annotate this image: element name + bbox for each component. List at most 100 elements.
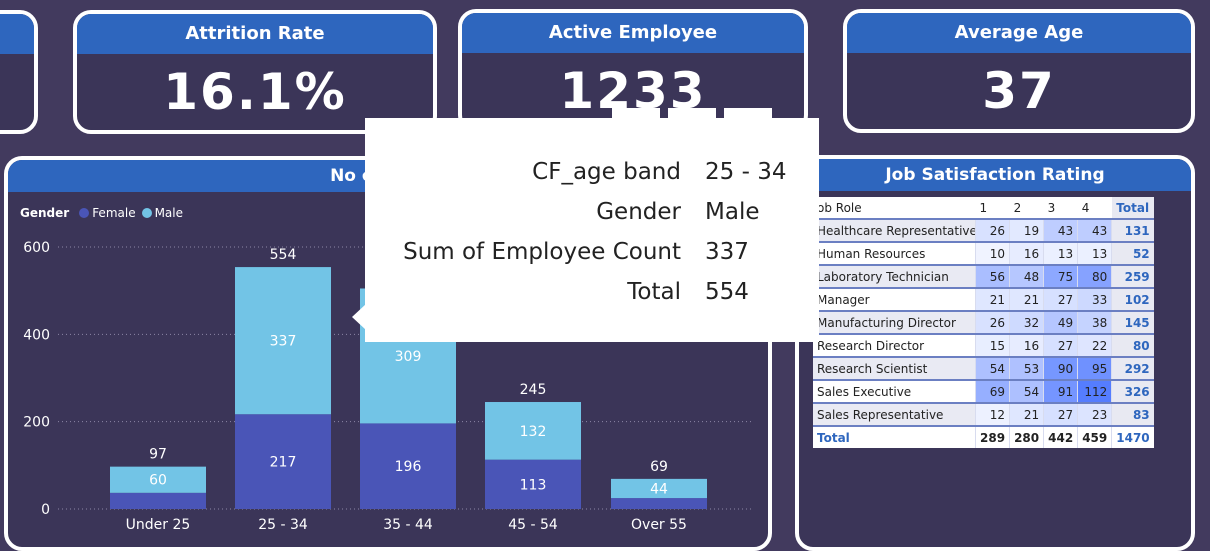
- table-cell-value: 69: [974, 380, 1010, 404]
- y-tick-label: 600: [23, 240, 50, 256]
- kpi-card-partial[interactable]: [0, 10, 38, 134]
- bar-label-male: 337: [270, 334, 297, 350]
- legend-dot-female: [79, 208, 90, 218]
- bar-label-male: 132: [520, 424, 547, 440]
- tooltip-row: Gender Male: [365, 196, 819, 228]
- table-total-label: Total: [813, 425, 976, 448]
- tooltip-tab: [724, 108, 772, 118]
- kpi-card-average-age[interactable]: Average Age 37: [843, 9, 1195, 133]
- table-cell-value: 27: [1043, 288, 1078, 312]
- x-tick-label: 25 - 34: [258, 517, 308, 533]
- table-cell-value: 16: [1009, 242, 1044, 266]
- table-cell-value: 16: [1009, 334, 1044, 358]
- tooltip-value: Male: [705, 199, 760, 225]
- x-tick-label: 45 - 54: [508, 517, 558, 533]
- table-cell-value: 91: [1043, 380, 1078, 404]
- bar-label-female: 217: [270, 455, 297, 471]
- table-total-grand: 1470: [1111, 425, 1154, 448]
- tooltip-label: CF_age band: [532, 159, 681, 185]
- table-cell-value: 75: [1043, 265, 1078, 289]
- table-cell-value: 49: [1043, 311, 1078, 335]
- table-cell-value: 80: [1077, 265, 1112, 289]
- table-header-cell[interactable]: 2: [1009, 197, 1044, 220]
- table-cell-value: 19: [1009, 219, 1044, 243]
- bar-female: [360, 423, 456, 509]
- table-header-cell[interactable]: 4: [1077, 197, 1112, 220]
- bar-female: [110, 492, 206, 509]
- table-row[interactable]: Research Director 15 16 27 22 80: [813, 334, 1154, 358]
- table-cell-role: Sales Executive: [813, 380, 976, 404]
- bar-female: [235, 414, 331, 509]
- table-cell-value: 43: [1077, 219, 1112, 243]
- table-cell-total: 131: [1111, 219, 1154, 243]
- x-tick-label: Over 55: [631, 517, 687, 533]
- table-cell-value: 56: [974, 265, 1010, 289]
- table-header-cell[interactable]: ob Role: [813, 197, 976, 220]
- table-total-row: Total 289 280 442 459 1470: [813, 425, 1154, 448]
- kpi-card-attrition-rate[interactable]: Attrition Rate 16.1%: [73, 10, 437, 134]
- tooltip-row: Total 554: [365, 276, 819, 308]
- chart-legend: Gender Female Male: [20, 206, 183, 220]
- table-cell-value: 26: [974, 219, 1010, 243]
- legend-item-male[interactable]: Male: [141, 206, 183, 220]
- bar-female: [485, 459, 581, 509]
- table-row[interactable]: Human Resources 10 16 13 13 52: [813, 242, 1154, 266]
- table-cell-total: 83: [1111, 403, 1154, 427]
- table-cell-value: 21: [974, 288, 1010, 312]
- table-cell-total: 80: [1111, 334, 1154, 358]
- table-header-cell[interactable]: 1: [975, 197, 1010, 220]
- y-tick-label: 0: [41, 502, 50, 518]
- tooltip-value: 554: [705, 279, 749, 305]
- kpi-attrition-value: 16.1%: [163, 63, 347, 121]
- table-cell-value: 54: [974, 357, 1010, 381]
- table-cell-value: 95: [1077, 357, 1112, 381]
- table-row[interactable]: Sales Executive 69 54 91 112 326: [813, 380, 1154, 404]
- table-cell-total: 145: [1111, 311, 1154, 335]
- table-cell-value: 21: [1009, 288, 1044, 312]
- tooltip-label: Total: [627, 279, 681, 305]
- table-cell-value: 27: [1043, 334, 1078, 358]
- table-row[interactable]: Manager 21 21 27 33 102: [813, 288, 1154, 312]
- stacked-bar-chart[interactable]: 0 200 400 600 60 97 Under 25 217 337 554 25 - 34 19…: [8, 160, 768, 547]
- job-satisfaction-card[interactable]: Job Satisfaction Rating ob Role 1 2 3 4 Total…: [795, 155, 1195, 551]
- table-row[interactable]: Research Scientist 54 53 90 95 292: [813, 357, 1154, 381]
- tooltip-value: 25 - 34: [705, 159, 787, 185]
- bar-male: [485, 402, 581, 460]
- bar-male: [235, 267, 331, 415]
- table-cell-role: Human Resources: [813, 242, 976, 266]
- bar-total-label: 69: [650, 459, 668, 475]
- tooltip-label: Gender: [596, 199, 681, 225]
- table-row[interactable]: Laboratory Technician 56 48 75 80 259: [813, 265, 1154, 289]
- table-title: Job Satisfaction Rating: [799, 159, 1191, 191]
- table-row[interactable]: Healthcare Representative 26 19 43 43 131: [813, 219, 1154, 243]
- table-cell-value: 13: [1077, 242, 1112, 266]
- kpi-age-title: Average Age: [847, 13, 1191, 53]
- table-row[interactable]: Manufacturing Director 26 32 49 38 145: [813, 311, 1154, 335]
- table-cell-role: Laboratory Technician: [813, 265, 976, 289]
- table-cell-value: 48: [1009, 265, 1044, 289]
- table-cell-value: 13: [1043, 242, 1078, 266]
- table-cell-value: 10: [974, 242, 1010, 266]
- kpi-active-title: Active Employee: [462, 13, 804, 53]
- tooltip-label: Sum of Employee Count: [403, 239, 681, 265]
- table-total-value: 280: [1009, 425, 1044, 448]
- chart-tooltip: CF_age band 25 - 34 Gender Male Sum of E…: [365, 118, 819, 342]
- table-row[interactable]: Sales Representative 12 21 27 23 83: [813, 403, 1154, 427]
- bar-male: [611, 478, 707, 499]
- table-header-cell[interactable]: 3: [1043, 197, 1078, 220]
- table-cell-role: Manager: [813, 288, 976, 312]
- kpi-attrition-title: Attrition Rate: [77, 14, 433, 54]
- table-cell-value: 43: [1043, 219, 1078, 243]
- table-cell-value: 23: [1077, 403, 1112, 427]
- bar-male: [110, 466, 206, 493]
- table-cell-value: 33: [1077, 288, 1112, 312]
- table-cell-value: 21: [1009, 403, 1044, 427]
- job-satisfaction-table: ob Role 1 2 3 4 Total Healthcare Representativ…: [813, 197, 1154, 448]
- table-header-cell[interactable]: Total: [1111, 197, 1154, 220]
- table-cell-value: 38: [1077, 311, 1112, 335]
- bar-label-male: 44: [650, 481, 668, 497]
- table-cell-total: 292: [1111, 357, 1154, 381]
- legend-item-female[interactable]: Female: [79, 206, 136, 220]
- bar-female: [611, 498, 707, 509]
- tooltip-row: Sum of Employee Count 337: [365, 236, 819, 268]
